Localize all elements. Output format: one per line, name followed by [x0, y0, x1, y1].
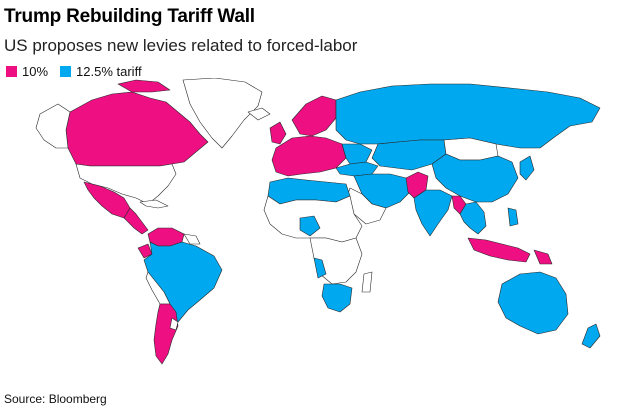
- iceland: [247, 107, 271, 121]
- usa: [75, 163, 177, 205]
- guianas: [183, 233, 201, 245]
- western-europe: [271, 135, 347, 177]
- alaska: [35, 103, 71, 149]
- scandinavia: [291, 95, 337, 137]
- legend: 10% 12.5% tariff: [6, 64, 154, 79]
- eastern-europe: [341, 143, 373, 165]
- uk: [269, 121, 287, 145]
- australia: [497, 271, 569, 335]
- legend-label-12-5: 12.5% tariff: [76, 64, 142, 79]
- nigeria: [299, 215, 321, 237]
- new-zealand: [581, 323, 601, 349]
- legend-swatch-10: [6, 66, 17, 77]
- papua-new-guinea: [533, 249, 553, 265]
- canada: [65, 91, 209, 167]
- world-map: [35, 78, 601, 365]
- madagascar: [361, 271, 373, 293]
- south-africa: [321, 283, 353, 313]
- turkey: [335, 161, 379, 177]
- chart-subtitle: US proposes new levies related to forced…: [4, 36, 358, 55]
- canada-islands: [117, 79, 171, 93]
- legend-swatch-12-5: [60, 66, 72, 77]
- indonesia: [467, 237, 531, 263]
- legend-item-12-5: 12.5% tariff: [60, 64, 142, 79]
- legend-label-10: 10%: [22, 64, 49, 79]
- japan: [519, 155, 535, 181]
- angola: [313, 257, 327, 279]
- chart-title: Trump Rebuilding Tariff Wall: [4, 6, 255, 27]
- legend-item-10: 10%: [6, 64, 48, 79]
- central-america: [123, 207, 149, 235]
- uruguay: [169, 317, 179, 331]
- source-note: Source: Bloomberg: [4, 392, 107, 406]
- philippines: [507, 207, 519, 227]
- india: [413, 189, 453, 237]
- china: [431, 153, 519, 203]
- greenland: [182, 78, 263, 149]
- caribbean: [139, 199, 169, 209]
- southeast-asia: [459, 201, 487, 235]
- argentina: [153, 303, 179, 365]
